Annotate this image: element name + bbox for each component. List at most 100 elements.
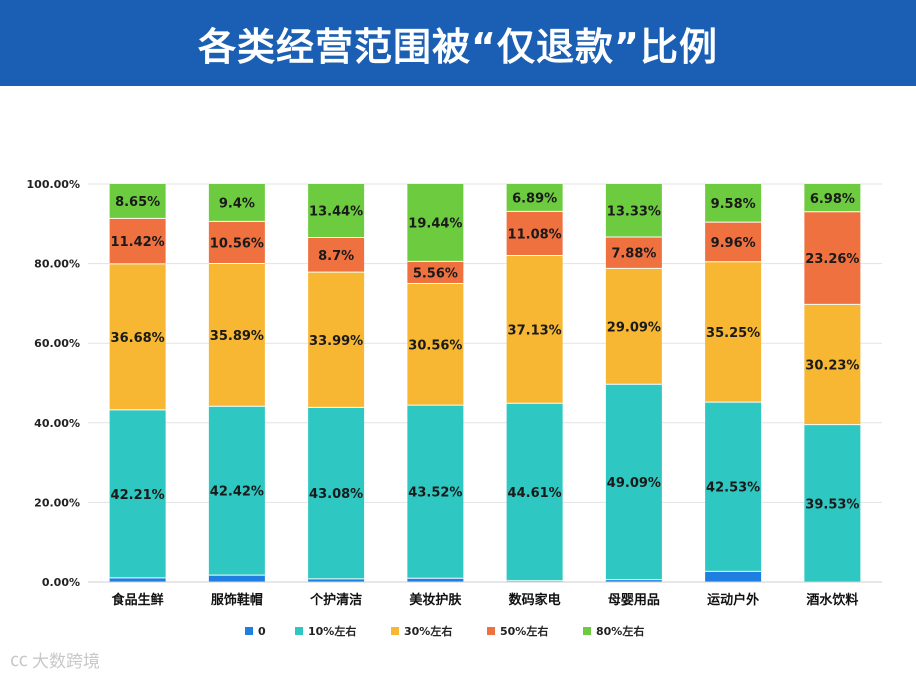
data-label: 23.26% bbox=[805, 252, 859, 267]
data-label: 7.88% bbox=[611, 247, 656, 262]
y-tick-label: 20.00% bbox=[34, 496, 80, 509]
legend-swatch bbox=[245, 627, 253, 635]
x-tick-label: 运动户外 bbox=[707, 592, 759, 608]
data-label: 30.23% bbox=[805, 359, 859, 374]
data-label: 8.65% bbox=[115, 195, 160, 210]
bar-segment bbox=[109, 263, 166, 410]
data-label: 5.56% bbox=[413, 266, 458, 281]
bar-segment bbox=[506, 211, 563, 256]
bar-segment bbox=[407, 578, 464, 582]
x-tick-label: 酒水饮料 bbox=[806, 592, 858, 608]
data-label: 37.13% bbox=[508, 323, 562, 338]
bar-segment bbox=[109, 184, 166, 219]
legend-label: 50%左右 bbox=[500, 624, 548, 638]
bar-segment bbox=[208, 263, 265, 407]
bar-segment bbox=[506, 580, 563, 582]
x-tick-label: 食品生鲜 bbox=[112, 592, 164, 608]
data-label: 6.89% bbox=[512, 192, 557, 207]
bar-segment bbox=[506, 183, 563, 212]
y-tick-label: 60.00% bbox=[34, 337, 80, 350]
data-label: 35.89% bbox=[210, 329, 264, 344]
bar-segment bbox=[705, 402, 762, 572]
bar-segment bbox=[109, 218, 166, 264]
data-label: 36.68% bbox=[111, 331, 165, 346]
data-label: 11.42% bbox=[111, 235, 165, 250]
bar-segment bbox=[804, 184, 861, 212]
data-label: 43.52% bbox=[408, 486, 462, 501]
bar-segment bbox=[208, 184, 265, 222]
bar-segment bbox=[705, 184, 762, 223]
data-label: 30.56% bbox=[408, 338, 462, 353]
data-label: 9.58% bbox=[711, 197, 756, 212]
bar-segment bbox=[407, 261, 464, 284]
bar-segment bbox=[605, 237, 662, 269]
y-tick-label: 80.00% bbox=[34, 258, 80, 271]
data-label: 9.96% bbox=[711, 236, 756, 251]
y-tick-label: 0.00% bbox=[42, 576, 80, 589]
bar-segment bbox=[705, 222, 762, 262]
bar-segment bbox=[605, 184, 662, 238]
bar-segment bbox=[506, 403, 563, 581]
data-label: 13.44% bbox=[309, 205, 363, 220]
watermark: ㏄ 大数跨境 bbox=[10, 646, 100, 672]
legend-label: 0 bbox=[258, 625, 266, 638]
bar-segment bbox=[308, 237, 365, 273]
x-tick-label: 个护清洁 bbox=[309, 592, 362, 608]
bar-segment bbox=[208, 575, 265, 582]
y-tick-label: 100.00% bbox=[27, 178, 80, 191]
x-tick-label: 服饰鞋帽 bbox=[211, 592, 263, 608]
bar-segment bbox=[308, 184, 365, 238]
watermark-logo-icon: ㏄ bbox=[10, 650, 28, 671]
data-label: 43.08% bbox=[309, 487, 363, 502]
legend-swatch bbox=[391, 627, 399, 635]
data-label: 9.4% bbox=[219, 197, 255, 212]
data-label: 39.53% bbox=[805, 497, 859, 512]
data-label: 44.61% bbox=[508, 486, 562, 501]
bar-segment bbox=[804, 424, 861, 582]
data-label: 33.99% bbox=[309, 334, 363, 349]
data-label: 19.44% bbox=[408, 217, 462, 232]
bar-segment bbox=[506, 255, 563, 404]
data-label: 8.7% bbox=[318, 249, 354, 264]
bar-segment bbox=[308, 272, 365, 408]
data-label: 11.08% bbox=[508, 227, 562, 242]
data-label: 42.21% bbox=[111, 488, 165, 503]
x-tick-label: 美妆护肤 bbox=[409, 592, 462, 608]
bar-segment bbox=[605, 384, 662, 580]
bar-segment bbox=[308, 578, 365, 582]
title-banner: 各类经营范围被“仅退款”比例 bbox=[0, 0, 916, 86]
data-label: 13.33% bbox=[607, 205, 661, 220]
bar-segment bbox=[804, 304, 861, 425]
bar-segment bbox=[605, 268, 662, 385]
bar-segment bbox=[208, 406, 265, 576]
data-label: 6.98% bbox=[810, 192, 855, 207]
legend-swatch bbox=[295, 627, 303, 635]
data-label: 42.53% bbox=[706, 481, 760, 496]
data-label: 10.56% bbox=[210, 236, 264, 251]
bar-segment bbox=[208, 221, 265, 264]
data-label: 35.25% bbox=[706, 326, 760, 341]
bar-segment bbox=[109, 409, 166, 578]
watermark-text: 大数跨境 bbox=[32, 651, 100, 672]
bar-segment bbox=[705, 571, 762, 582]
bar-segment bbox=[407, 283, 464, 406]
bar-segment bbox=[407, 405, 464, 579]
bar-segment bbox=[109, 577, 166, 582]
chart-title: 各类经营范围被“仅退款”比例 bbox=[198, 24, 718, 69]
data-label: 42.42% bbox=[210, 485, 264, 500]
data-label: 49.09% bbox=[607, 476, 661, 491]
legend-swatch bbox=[583, 627, 591, 635]
x-tick-label: 母婴用品 bbox=[608, 592, 660, 608]
bar-segment bbox=[705, 261, 762, 403]
legend-label: 80%左右 bbox=[596, 624, 644, 638]
bar-segment bbox=[407, 183, 464, 262]
y-tick-label: 40.00% bbox=[34, 417, 80, 430]
legend-label: 30%左右 bbox=[404, 624, 452, 638]
bar-segment bbox=[308, 407, 365, 579]
data-label: 29.09% bbox=[607, 320, 661, 335]
bar-segment bbox=[804, 211, 861, 305]
legend-label: 10%左右 bbox=[308, 624, 356, 638]
bar-segment bbox=[605, 579, 662, 582]
legend-swatch bbox=[487, 627, 495, 635]
